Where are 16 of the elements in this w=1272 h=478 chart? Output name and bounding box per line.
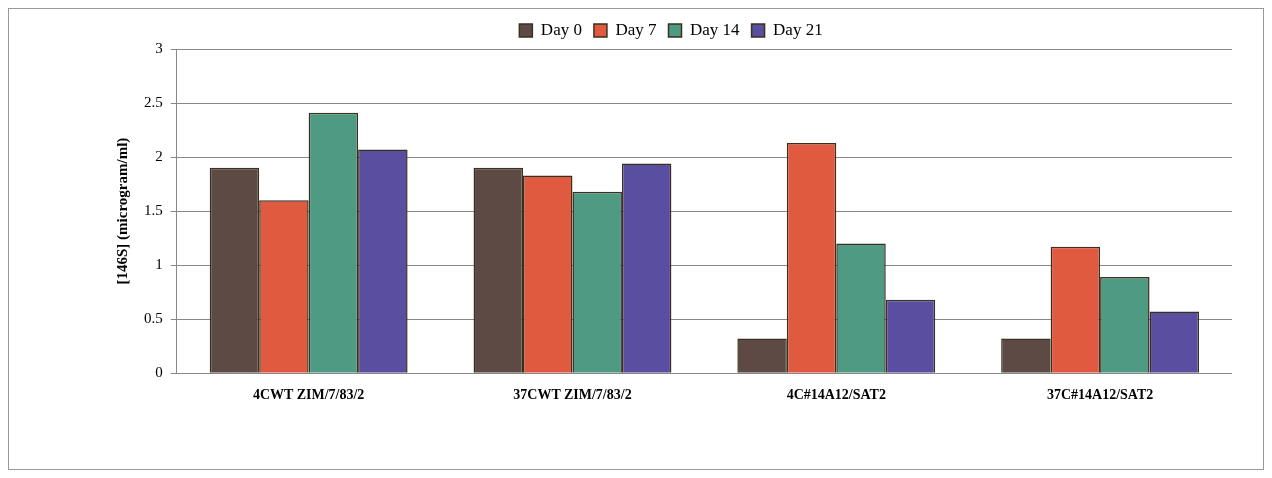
y-tick-label: 0 <box>155 364 163 381</box>
y-axis-title: [146S] (microgram/ml) <box>113 137 131 285</box>
y-tick-label: 3 <box>155 39 163 56</box>
x-tick-label: 4C#14A12/SAT2 <box>786 387 886 403</box>
legend-label: Day 14 <box>690 19 741 39</box>
y-tick-label: 1 <box>155 256 163 273</box>
legend-label: Day 21 <box>773 19 823 39</box>
legend-label: Day 0 <box>540 19 582 39</box>
y-tick-label: 2 <box>155 148 163 164</box>
x-tick-label: 4CWT ZIM/7/83/2 <box>252 387 365 403</box>
x-tick-label: 37C#14A12/SAT2 <box>1046 387 1154 403</box>
y-tick-label: 2.5 <box>144 93 163 110</box>
legend-label: Day 7 <box>615 19 657 39</box>
y-tick-label: 1.5 <box>144 202 163 219</box>
x-tick-label: 37CWT ZIM/7/83/2 <box>513 387 632 403</box>
y-tick-label: 0.5 <box>144 310 163 327</box>
